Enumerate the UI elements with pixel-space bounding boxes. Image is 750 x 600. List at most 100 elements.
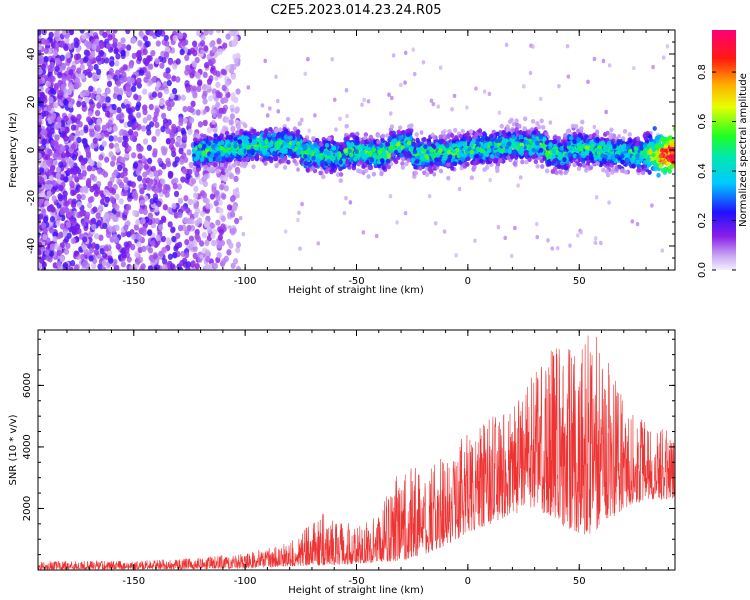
heatmap-point — [226, 249, 232, 256]
heatmap-point — [98, 204, 104, 211]
heatmap-point — [48, 96, 54, 103]
heatmap-point — [114, 264, 120, 270]
heatmap-point — [177, 197, 184, 205]
heatmap-point — [98, 234, 104, 241]
heatmap-point — [70, 143, 77, 150]
heatmap-point — [141, 229, 147, 236]
heatmap-point — [69, 180, 75, 188]
heatmap-point — [345, 113, 349, 119]
heatmap-point — [108, 68, 114, 75]
heatmap-point — [68, 83, 75, 91]
heatmap-point — [175, 58, 181, 65]
heatmap-point — [68, 160, 75, 168]
heatmap-point — [154, 206, 160, 213]
heatmap-point — [108, 257, 114, 264]
heatmap-point — [535, 234, 540, 240]
heatmap-point — [531, 44, 535, 49]
heatmap-point — [151, 135, 157, 143]
heatmap-point — [136, 175, 143, 182]
heatmap-point — [218, 207, 224, 214]
heatmap-point — [73, 53, 80, 61]
heatmap-point — [125, 30, 131, 35]
heatmap-point — [146, 129, 152, 136]
heatmap-point — [438, 168, 444, 174]
heatmap-point — [548, 120, 553, 125]
heatmap-point — [171, 150, 177, 158]
heatmap-point — [197, 121, 204, 128]
heatmap-point — [225, 65, 231, 72]
heatmap-point — [163, 122, 170, 130]
heatmap-point — [82, 138, 88, 145]
heatmap-point — [188, 235, 195, 242]
heatmap-point — [296, 167, 300, 172]
heatmap-point — [201, 83, 208, 91]
heatmap-point — [38, 126, 42, 133]
heatmap-point — [601, 58, 606, 64]
heatmap-point — [133, 131, 139, 138]
heatmap-point — [399, 82, 403, 88]
heatmap-point — [101, 266, 107, 270]
heatmap-point — [84, 211, 91, 218]
heatmap-point — [106, 249, 113, 256]
heatmap-point — [83, 39, 90, 47]
heatmap-point — [313, 113, 317, 118]
heatmap-point — [535, 221, 539, 227]
heatmap-point — [120, 37, 126, 44]
heatmap-point — [235, 241, 242, 249]
heatmap-point — [283, 229, 288, 234]
heatmap-point — [53, 30, 60, 38]
heatmap-point — [77, 121, 83, 128]
heatmap-point — [97, 263, 103, 270]
heatmap-point — [65, 151, 71, 158]
heatmap-point — [194, 263, 200, 270]
heatmap-point — [135, 169, 141, 176]
heatmap-point — [107, 180, 113, 188]
heatmap-point — [133, 93, 139, 101]
heatmap-point — [147, 55, 153, 62]
heatmap-point — [186, 149, 192, 156]
heatmap-point — [103, 189, 109, 196]
heatmap-point — [70, 124, 77, 131]
heatmap-point — [101, 259, 107, 267]
heatmap-point — [374, 233, 379, 239]
heatmap-point — [191, 40, 198, 47]
heatmap-point — [338, 116, 342, 121]
heatmap-point — [236, 193, 240, 199]
heatmap-point — [157, 30, 163, 35]
heatmap-point — [60, 145, 66, 152]
heatmap-point — [201, 191, 208, 199]
heatmap-point — [86, 202, 93, 209]
heatmap-point — [63, 115, 69, 122]
heatmap-point — [530, 118, 536, 124]
heatmap-point — [74, 82, 80, 89]
heatmap-point — [473, 238, 477, 243]
heatmap-point — [598, 240, 603, 246]
heatmap-point — [148, 30, 154, 37]
heatmap-point — [74, 223, 81, 230]
heatmap-point — [41, 138, 47, 145]
heatmap-point — [175, 232, 181, 239]
heatmap-point — [88, 30, 95, 37]
heatmap-point — [558, 169, 563, 175]
heatmap-point — [63, 248, 70, 255]
heatmap-point — [114, 193, 120, 201]
heatmap-point — [79, 63, 85, 71]
heatmap-point — [115, 146, 121, 153]
heatmap-point — [154, 217, 160, 225]
heatmap-point — [131, 52, 137, 60]
heatmap-point — [142, 88, 148, 95]
heatmap-point — [142, 138, 149, 145]
heatmap-point — [170, 226, 176, 233]
heatmap-point — [180, 176, 186, 183]
heatmap-point — [43, 55, 49, 63]
heatmap-point — [66, 232, 72, 239]
heatmap-point — [438, 65, 443, 70]
heatmap-point — [89, 173, 96, 180]
heatmap-point — [200, 49, 204, 54]
heatmap-point — [207, 95, 214, 102]
heatmap-point — [672, 126, 675, 132]
heatmap-point — [106, 74, 112, 81]
heatmap-point — [89, 130, 95, 137]
heatmap-point — [202, 98, 208, 105]
heatmap-point — [174, 156, 180, 163]
